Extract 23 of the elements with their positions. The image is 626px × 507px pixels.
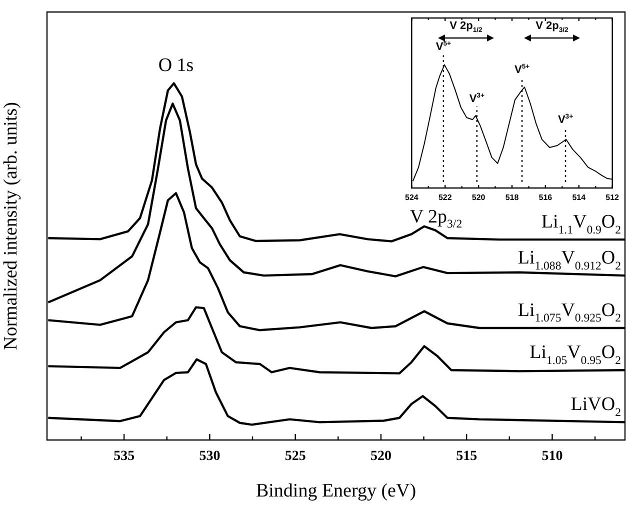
x-tick-label: 512 (606, 193, 620, 202)
x-tick-label: 518 (505, 193, 520, 202)
x-tick-label: 520 (472, 193, 486, 202)
x-tick-label: 516 (538, 193, 553, 202)
x-axis-title: Binding Energy (eV) (256, 480, 416, 502)
x-tick-label: 514 (572, 193, 586, 202)
ref-line-label: V$^{5+}$ (436, 40, 451, 54)
x-tick-label: 530 (199, 449, 220, 464)
x-tick-label: 520 (370, 449, 392, 464)
annotation: V 2p$_{3/2}$ (410, 206, 462, 232)
y-axis-title: Normalized intensity (arb. units) (0, 102, 22, 350)
ref-line-label: V$^{3+}$ (469, 92, 484, 105)
text: V 2p$_{1/2}$ (450, 20, 482, 34)
x-tick-label: 515 (456, 449, 478, 464)
x-tick-label: 525 (284, 449, 306, 464)
ref-line-label: V$^{3+}$ (558, 113, 574, 126)
x-tick-label: 524 (404, 193, 419, 202)
x-tick-label: 522 (438, 193, 452, 202)
x-tick-label: 510 (542, 449, 563, 464)
text: V 2p$_{3/2}$ (536, 20, 568, 34)
ref-line-label: V$^{5+}$ (514, 64, 530, 76)
text: O 1s (158, 55, 194, 77)
x-tick-label: 535 (114, 449, 135, 464)
